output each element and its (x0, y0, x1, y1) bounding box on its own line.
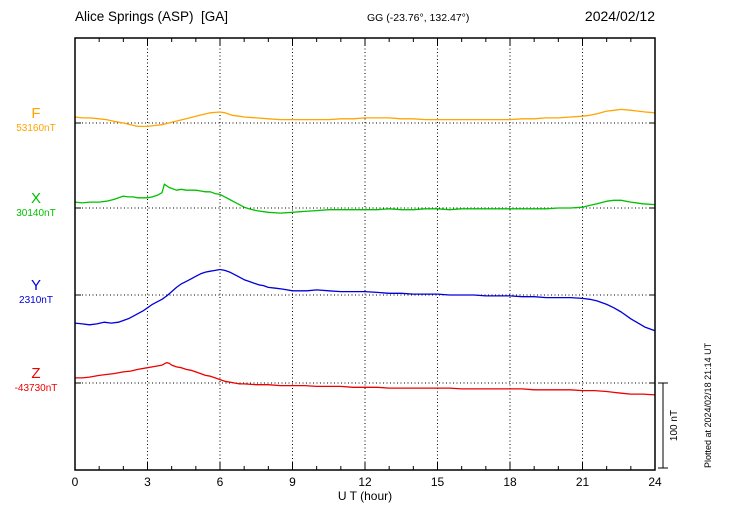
series-label-Y: Y 2310nT (0, 278, 72, 307)
x-tick-label: 3 (144, 475, 151, 489)
geographic-coordinates: GG (-23.76°, 132.47°) (367, 12, 470, 24)
plot-frame (74, 37, 656, 471)
x-tick-label: 15 (431, 475, 445, 489)
series-label-Z: Z -43730nT (0, 366, 72, 395)
series-name-Z: Z (31, 365, 41, 382)
series-baseline-Z: -43730nT (14, 383, 58, 394)
series-label-F: F 53160nT (0, 106, 72, 135)
x-tick-label: 6 (217, 475, 224, 489)
x-tick-label: 18 (503, 475, 517, 489)
x-tick-label: 21 (576, 475, 590, 489)
trace-Y (74, 268, 656, 332)
plotted-at-label: Plotted at 2024/02/18 21:14 UT (703, 342, 713, 468)
trace-F (74, 108, 656, 128)
station-title: Alice Springs (ASP) [GA] (75, 9, 229, 24)
series-name-F: F (31, 105, 41, 122)
x-tick-label: 24 (648, 475, 662, 489)
x-tick-label: 9 (289, 475, 296, 489)
observation-date: 2024/02/12 (584, 8, 655, 24)
series-name-Y: Y (30, 277, 41, 294)
trace-X (74, 183, 656, 214)
x-tick-label: 12 (358, 475, 372, 489)
series-baseline-Y: 2310nT (19, 295, 53, 306)
series-label-X: X 30140nT (0, 191, 72, 220)
trace-Z (75, 361, 656, 396)
series-baseline-X: 30140nT (16, 208, 56, 219)
scale-bar-label: 100 nT (669, 410, 680, 441)
series-name-X: X (30, 190, 41, 207)
x-axis-title: U T (hour) (337, 489, 393, 503)
series-baseline-F: 53160nT (16, 123, 56, 134)
x-tick-label: 0 (72, 475, 79, 489)
